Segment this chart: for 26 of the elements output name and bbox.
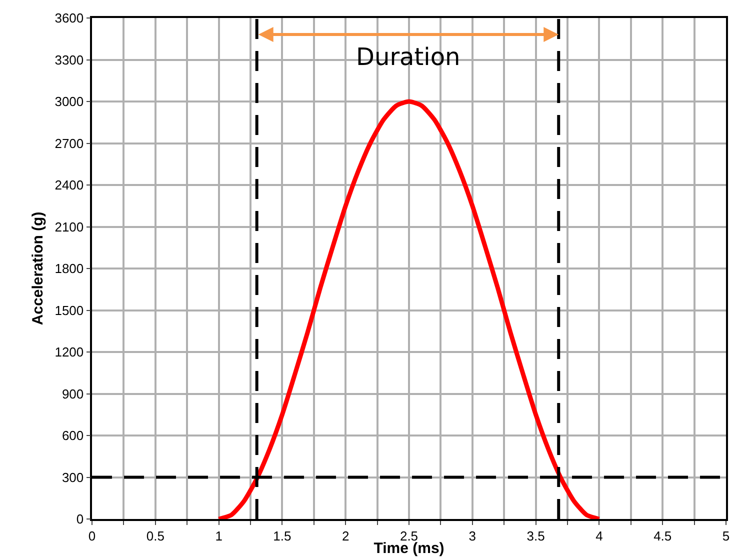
y-tick-label: 900 [62, 386, 84, 402]
y-tick-label: 3300 [54, 52, 84, 68]
y-tick-label: 2700 [54, 136, 84, 151]
y-axis-title: Acceleration (g) [29, 212, 46, 326]
y-tick-label: 300 [62, 470, 84, 485]
y-tick-label: 3000 [54, 94, 84, 110]
line-series [216, 99, 602, 519]
x-tick-label: 4 [596, 528, 603, 544]
y-tick-label: 1800 [54, 261, 84, 276]
y-tick-label: 2400 [54, 178, 84, 193]
x-tick-label: 3.5 [526, 528, 545, 544]
y-tick-label: 2100 [54, 219, 84, 234]
y-tick-label: 1500 [54, 302, 84, 318]
x-tick-label: 0 [88, 528, 96, 544]
annotation: Duration [356, 43, 460, 71]
x-tick-label: 1.5 [273, 528, 292, 544]
x-tick-label: 5 [722, 528, 730, 544]
x-tick-label: 1 [215, 528, 222, 544]
x-tick-label: 3 [468, 528, 476, 544]
y-tick-label: 3600 [54, 10, 84, 26]
x-tick-label: 4.5 [654, 528, 672, 544]
y-tick-label: 600 [62, 428, 84, 444]
x-tick-label: 2 [342, 528, 350, 544]
y-tick-label: 0 [76, 512, 84, 527]
y-tick-label: 1200 [54, 344, 84, 360]
x-tick-label: 0.5 [146, 528, 164, 544]
